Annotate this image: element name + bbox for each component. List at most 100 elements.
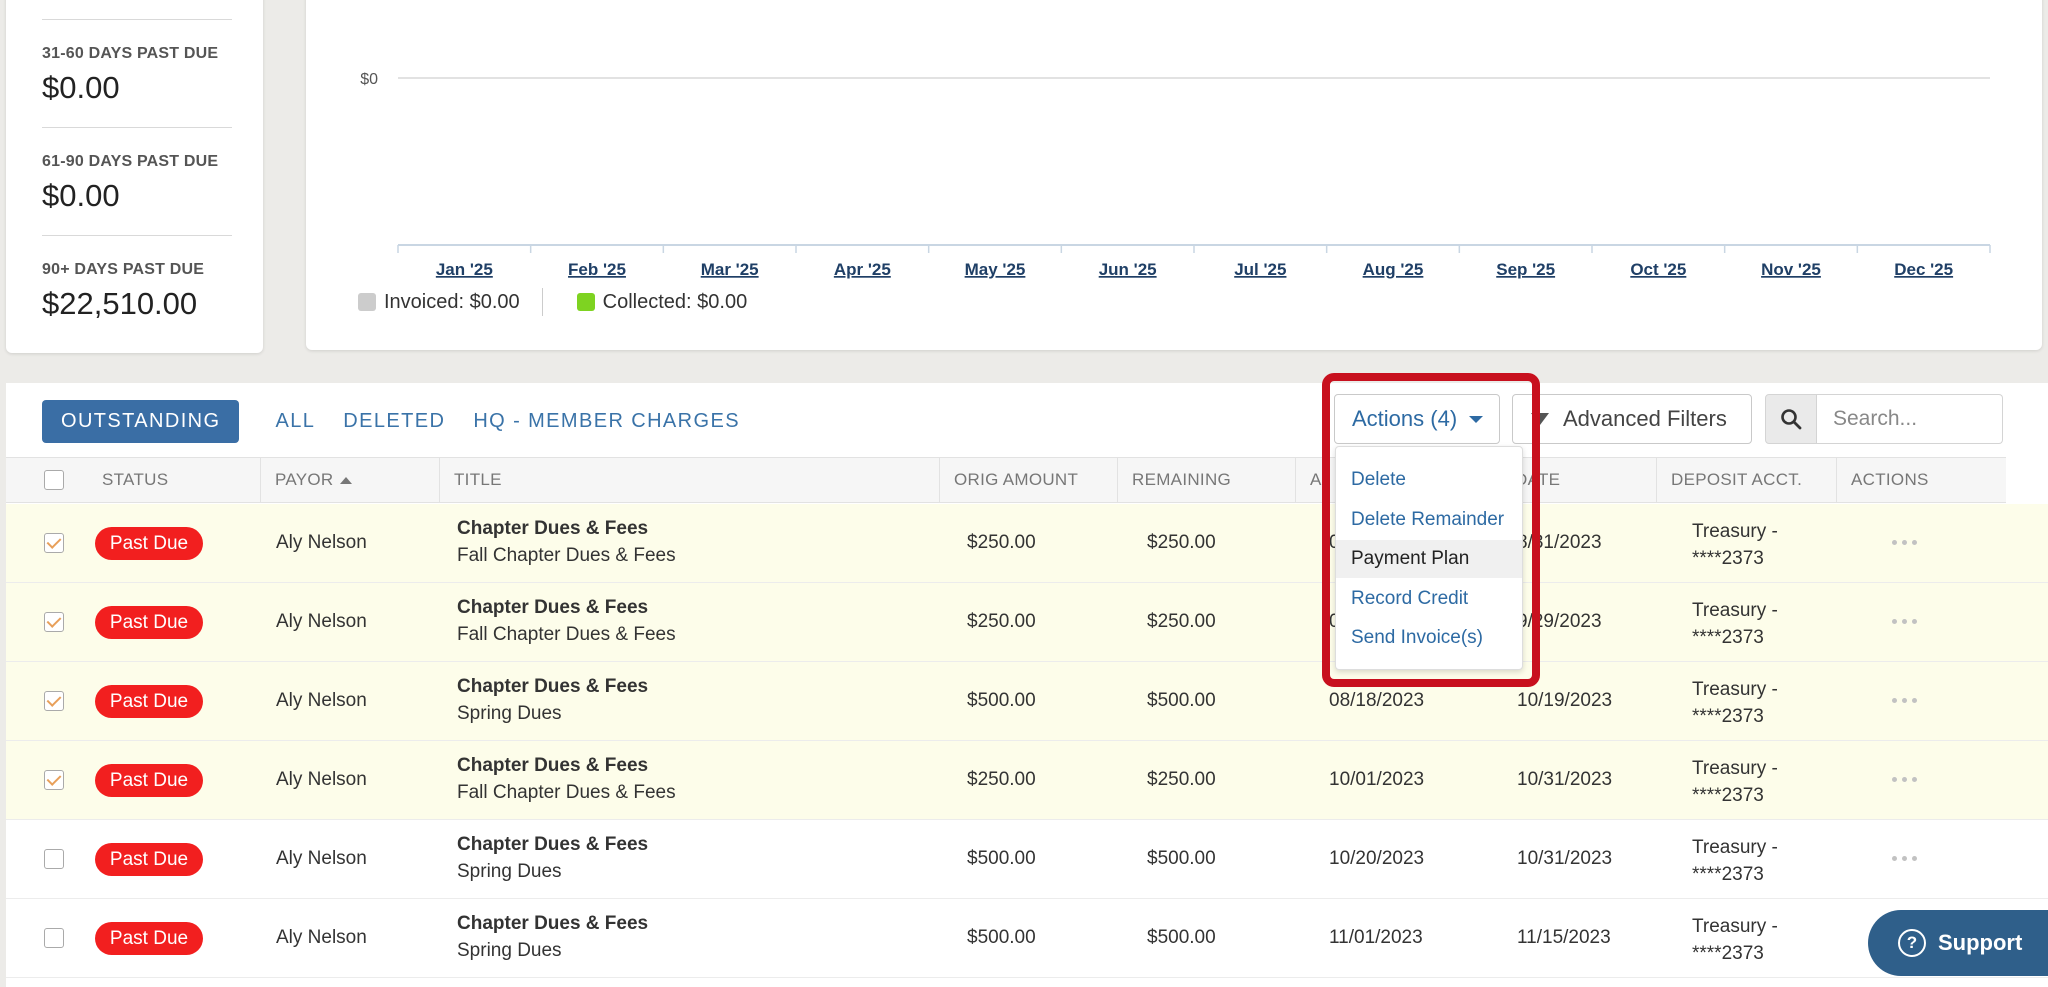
revenue-chart-card: $0 Jan '25 Feb '25 Mar '25 Apr '25 May '25 Jun… [306,0,2042,350]
orig-amount-cell: $250.00 [967,532,1036,553]
title-cell[interactable]: Chapter Dues & Fees Fall Chapter Dues & … [457,755,676,804]
row-actions-menu-icon[interactable] [1892,698,1917,703]
table-row[interactable]: Past Due Aly Nelson Chapter Dues & Fees … [6,899,2048,978]
payor-cell[interactable]: Aly Nelson [276,927,367,948]
advanced-filters-button[interactable]: Advanced Filters [1512,394,1752,444]
search-button[interactable] [1765,394,1817,444]
column-title[interactable]: TITLE [439,458,939,502]
row-actions-menu-icon[interactable] [1892,540,1917,545]
status-badge: Past Due [95,606,203,639]
status-badge: Past Due [95,527,203,560]
row-checkbox[interactable] [44,928,64,948]
payor-cell[interactable]: Aly Nelson [276,848,367,869]
x-tick-label: Sep '25 [1496,260,1555,279]
support-label: Support [1938,930,2023,955]
divider [42,235,232,236]
row-actions-menu-icon[interactable] [1892,777,1917,782]
row-checkbox[interactable] [44,691,64,711]
payor-cell[interactable]: Aly Nelson [276,769,367,790]
column-status[interactable]: STATUS [102,470,169,489]
menu-item-delete-remainder[interactable]: Delete Remainder [1351,509,1505,530]
column-activity-date[interactable]: A [1295,458,1510,502]
column-actions: ACTIONS [1836,458,2012,502]
menu-item-send-invoices[interactable]: Send Invoice(s) [1351,627,1484,648]
support-button[interactable]: ? Support [1868,910,2048,976]
tab-hq-member-charges[interactable]: HQ - MEMBER CHARGES [473,410,740,432]
sort-asc-icon [339,477,352,485]
select-all-checkbox[interactable] [44,470,64,490]
table-row[interactable]: Past Due Aly Nelson Chapter Dues & Fees … [6,741,2048,820]
activity-date-cell: 10/20/2023 [1329,848,1425,869]
payor-cell[interactable]: Aly Nelson [276,690,367,711]
summary-value: $0.00 [42,178,120,213]
column-payor[interactable]: PAYOR [260,458,439,502]
row-checkbox[interactable] [44,612,64,632]
column-remaining[interactable]: REMAINING [1117,458,1295,502]
remaining-cell: $250.00 [1147,769,1216,790]
title-cell[interactable]: Chapter Dues & Fees Spring Dues [457,676,648,725]
title-cell[interactable]: Chapter Dues & Fees Fall Chapter Dues & … [457,518,676,567]
menu-item-delete[interactable]: Delete [1351,469,1406,490]
row-checkbox[interactable] [44,533,64,553]
deposit-acct-name: Treasury - [1692,916,1778,937]
orig-amount-cell: $500.00 [967,848,1036,869]
table-row[interactable]: Past Due Aly Nelson Chapter Dues & Fees … [6,504,2048,583]
actions-label: Actions (4) [1352,406,1458,431]
column-deposit-acct[interactable]: DEPOSIT ACCT. [1656,458,1836,502]
search-input[interactable] [1817,394,2003,444]
question-icon: ? [1898,929,1926,957]
summary-label: 90+ DAYS PAST DUE [42,261,205,278]
column-orig-amount[interactable]: ORIG AMOUNT [939,458,1117,502]
summary-value: $0.00 [42,70,120,105]
legend-invoiced: Invoiced: $0.00 [384,290,520,313]
title-main: Chapter Dues & Fees [457,755,649,776]
payor-cell[interactable]: Aly Nelson [276,611,367,632]
menu-item-payment-plan[interactable]: Payment Plan [1336,540,1522,578]
title-sub: Spring Dues [457,703,562,724]
deposit-acct-number: ****2373 [1692,943,1764,964]
actions-dropdown-menu: Delete Delete Remainder Payment Plan Rec… [1335,446,1523,670]
table-row[interactable]: Past Due Aly Nelson Chapter Dues & Fees … [6,820,2048,899]
title-main: Chapter Dues & Fees [457,834,649,855]
deposit-acct-name: Treasury - [1692,600,1778,621]
orig-amount-cell: $250.00 [967,611,1036,632]
title-sub: Fall Chapter Dues & Fees [457,782,676,803]
due-date-cell: 10/31/2023 [1517,769,1613,790]
table-row[interactable]: Past Due Aly Nelson Chapter Dues & Fees … [6,662,2048,741]
x-tick-label: Jan '25 [436,260,493,279]
deposit-acct-number: ****2373 [1692,864,1764,885]
title-cell[interactable]: Chapter Dues & Fees Spring Dues [457,834,648,883]
orig-amount-cell: $500.00 [967,927,1036,948]
row-actions-menu-icon[interactable] [1892,856,1917,861]
charges-table-card: OUTSTANDING ALL DELETED HQ - MEMBER CHAR… [6,383,2048,987]
summary-value: $22,510.00 [42,286,198,321]
row-checkbox[interactable] [44,770,64,790]
title-sub: Spring Dues [457,861,562,882]
title-cell[interactable]: Chapter Dues & Fees Spring Dues [457,913,648,962]
row-actions-menu-icon[interactable] [1892,619,1917,624]
row-checkbox[interactable] [44,849,64,869]
divider [42,127,232,128]
status-badge: Past Due [95,922,203,955]
revenue-chart: $0 Jan '25 Feb '25 Mar '25 Apr '25 May '25 Jun… [360,71,1991,279]
title-cell[interactable]: Chapter Dues & Fees Fall Chapter Dues & … [457,597,676,646]
remaining-cell: $500.00 [1147,690,1216,711]
payor-cell[interactable]: Aly Nelson [276,532,367,553]
orig-amount-cell: $250.00 [967,769,1036,790]
summary-label: 31-60 DAYS PAST DUE [42,45,219,62]
due-date-cell: 11/15/2023 [1517,927,1611,948]
table-row[interactable]: Past Due Aly Nelson Chapter Dues & Fees … [6,583,2048,662]
menu-item-record-credit[interactable]: Record Credit [1351,588,1469,609]
chart-legend: Invoiced: $0.00 Collected: $0.00 [358,288,747,316]
remaining-cell: $500.00 [1147,848,1216,869]
y-tick-label: $0 [360,71,378,88]
x-tick-label: May '25 [965,260,1026,279]
x-tick-label: Feb '25 [568,260,626,279]
tab-outstanding[interactable]: OUTSTANDING [42,400,240,443]
deposit-acct-cell: Treasury - ****2373 [1692,518,1778,572]
tab-all[interactable]: ALL [275,410,316,432]
deposit-acct-name: Treasury - [1692,679,1778,700]
actions-dropdown-button[interactable]: Actions (4) [1334,394,1500,444]
tab-deleted[interactable]: DELETED [343,410,446,432]
deposit-acct-name: Treasury - [1692,837,1778,858]
